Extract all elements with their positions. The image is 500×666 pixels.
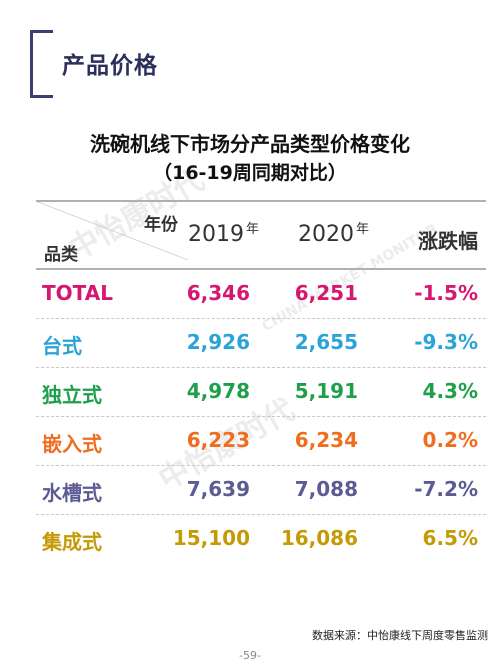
row-category: 嵌入式 xyxy=(42,432,102,456)
row-value-2020: 16,086 xyxy=(280,526,358,550)
corner-header-year: 年份 xyxy=(144,215,178,235)
corner-header-category: 品类 xyxy=(44,245,78,265)
row-value-2019: 6,346 xyxy=(186,281,250,305)
row-value-2020: 5,191 xyxy=(294,379,358,403)
row-category: 独立式 xyxy=(42,383,102,407)
row-divider xyxy=(36,465,486,466)
table-row: 台式 2,926 2,655 -9.3% xyxy=(36,318,486,368)
row-divider xyxy=(36,514,486,515)
row-change: 0.2% xyxy=(422,428,478,452)
row-change: -1.5% xyxy=(414,281,478,305)
title-bracket-decoration xyxy=(30,30,53,98)
table-row: 嵌入式 6,223 6,234 0.2% xyxy=(36,416,486,466)
row-value-2019: 4,978 xyxy=(186,379,250,403)
table-row: TOTAL 6,346 6,251 -1.5% xyxy=(36,269,486,319)
row-change: -9.3% xyxy=(414,330,478,354)
row-value-2019: 6,223 xyxy=(186,428,250,452)
data-source-note: 数据来源：中怡康线下周度零售监测 xyxy=(312,629,488,642)
section-title: 产品价格 xyxy=(62,53,158,79)
row-value-2019: 7,639 xyxy=(186,477,250,501)
table-row: 水槽式 7,639 7,088 -7.2% xyxy=(36,465,486,515)
row-value-2020: 6,234 xyxy=(294,428,358,452)
row-value-2019: 2,926 xyxy=(186,330,250,354)
table-row: 集成式 15,100 16,086 6.5% xyxy=(36,514,486,564)
table-header-border xyxy=(36,268,486,270)
row-change: -7.2% xyxy=(414,477,478,501)
row-divider xyxy=(36,367,486,368)
row-category: 台式 xyxy=(42,334,82,358)
row-value-2020: 6,251 xyxy=(294,281,358,305)
header-diagonal xyxy=(38,202,188,260)
row-value-2020: 2,655 xyxy=(294,330,358,354)
row-category: 集成式 xyxy=(42,530,102,554)
row-value-2019: 15,100 xyxy=(172,526,250,550)
row-value-2020: 7,088 xyxy=(294,477,358,501)
chart-title: 洗碗机线下市场分产品类型价格变化 xyxy=(90,132,410,156)
column-header-change: 涨跌幅 xyxy=(418,229,478,253)
chart-subtitle: （16-19周同期对比） xyxy=(153,162,347,184)
row-category: TOTAL xyxy=(42,281,113,305)
column-header-2020: 2020 年 xyxy=(298,222,370,247)
table-row: 独立式 4,978 5,191 4.3% xyxy=(36,367,486,417)
row-change: 4.3% xyxy=(422,379,478,403)
table-top-border xyxy=(36,200,486,202)
column-header-2019: 2019 年 xyxy=(188,222,260,247)
row-divider xyxy=(36,416,486,417)
row-category: 水槽式 xyxy=(42,481,102,505)
row-change: 6.5% xyxy=(422,526,478,550)
row-divider xyxy=(36,318,486,319)
page-number: -59- xyxy=(239,649,261,662)
